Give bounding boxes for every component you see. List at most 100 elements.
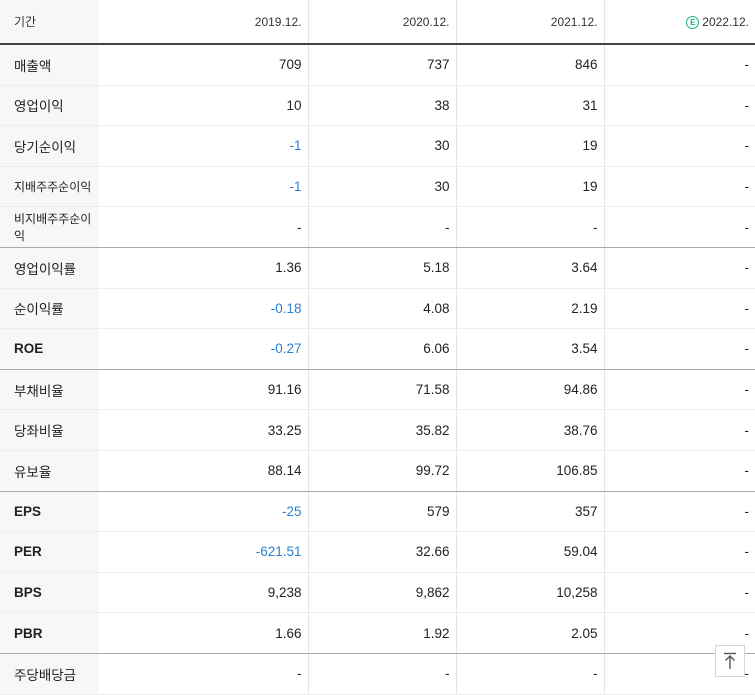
- row-value: -: [603, 450, 755, 492]
- row-value: -0.27: [99, 328, 308, 370]
- year-header-2021: 2021.12.: [455, 0, 604, 45]
- table-row: ROE -0.27 6.06 3.54-: [0, 328, 755, 370]
- estimate-badge-icon: E: [686, 15, 700, 29]
- table-row: 당좌비율 33.25 35.82 38.76-: [0, 409, 755, 451]
- year-header-2020: 2020.12.: [307, 0, 456, 45]
- row-label: 매출액: [0, 44, 99, 86]
- row-value: 106.85: [455, 450, 604, 492]
- row-value: 4.08: [307, 288, 456, 330]
- table-row: BPS 9,238 9,862 10,258-: [0, 572, 755, 614]
- row-value: -: [603, 85, 755, 127]
- row-value: 737: [307, 44, 456, 86]
- table-row: 순이익률 -0.18 4.08 2.19-: [0, 288, 755, 330]
- row-value: 9,862: [307, 572, 456, 614]
- row-value: 6.06: [307, 328, 456, 370]
- row-value: 19: [455, 125, 604, 167]
- table-row: 지배주주순이익 -1 30 19-: [0, 166, 755, 208]
- row-value: -: [603, 409, 755, 451]
- row-value: 579: [307, 491, 456, 533]
- row-label: 당좌비율: [0, 409, 99, 451]
- row-value: -: [603, 125, 755, 167]
- row-value: 846: [455, 44, 604, 86]
- row-label: 주당배당금: [0, 653, 99, 695]
- row-label: EPS: [0, 491, 99, 533]
- year-header-2019: 2019.12.: [99, 0, 308, 45]
- row-value: 94.86: [455, 369, 604, 411]
- row-label: 영업이익률: [0, 247, 99, 289]
- row-value: 31: [455, 85, 604, 127]
- table-row: 비지배주주순이익 - - - -: [0, 206, 755, 248]
- row-value: -: [603, 166, 755, 208]
- row-value: -: [455, 206, 604, 248]
- row-value: -: [603, 44, 755, 86]
- table-row: EPS -25 579 357-: [0, 491, 755, 533]
- row-value: 71.58: [307, 369, 456, 411]
- row-value: -: [603, 531, 755, 573]
- table-row: 매출액 709 737 846-: [0, 44, 755, 86]
- row-value: -1: [99, 166, 308, 208]
- scroll-to-top-button[interactable]: [715, 645, 745, 677]
- row-label: PBR: [0, 612, 99, 654]
- row-label: 비지배주주순이익: [0, 206, 99, 248]
- row-value: 32.66: [307, 531, 456, 573]
- period-header: 기간: [0, 0, 99, 45]
- row-value: -: [603, 369, 755, 411]
- row-value: -: [603, 288, 755, 330]
- row-label: ROE: [0, 328, 99, 370]
- row-value: -: [603, 328, 755, 370]
- row-value: -: [603, 206, 755, 248]
- row-value: -621.51: [99, 531, 308, 573]
- row-label: BPS: [0, 572, 99, 614]
- row-label: 영업이익: [0, 85, 99, 127]
- row-label: 유보율: [0, 450, 99, 492]
- arrow-up-icon: [724, 652, 736, 669]
- row-value: -: [99, 206, 308, 248]
- row-value: 709: [99, 44, 308, 86]
- row-value: -: [307, 206, 456, 248]
- row-value: 33.25: [99, 409, 308, 451]
- table-row: 부채비율 91.16 71.58 94.86-: [0, 369, 755, 411]
- row-value: 3.64: [455, 247, 604, 289]
- row-value: 2.19: [455, 288, 604, 330]
- row-value: 1.66: [99, 612, 308, 654]
- row-value: 35.82: [307, 409, 456, 451]
- table-header-row: 기간 2019.12. 2020.12. 2021.12. E 2022.12.: [0, 0, 755, 45]
- table-row: 영업이익률 1.36 5.18 3.64-: [0, 247, 755, 289]
- row-value: -: [603, 572, 755, 614]
- row-value: 91.16: [99, 369, 308, 411]
- table-row: 유보율 88.14 99.72 106.85-: [0, 450, 755, 492]
- row-label: PER: [0, 531, 99, 573]
- row-value: 30: [307, 125, 456, 167]
- row-value: 357: [455, 491, 604, 533]
- row-value: 1.92: [307, 612, 456, 654]
- row-label: 지배주주순이익: [0, 166, 99, 208]
- row-value: -25: [99, 491, 308, 533]
- year-header-2022-label: 2022.12.: [702, 14, 749, 29]
- row-value: 38.76: [455, 409, 604, 451]
- row-label: 당기순이익: [0, 125, 99, 167]
- table-row: PBR 1.66 1.92 2.05-: [0, 612, 755, 654]
- row-value: -: [99, 653, 308, 695]
- table-row: 주당배당금 - - - -: [0, 653, 755, 695]
- row-value: -1: [99, 125, 308, 167]
- table-row: 영업이익 10 38 31-: [0, 85, 755, 127]
- table-row: PER -621.51 32.66 59.04-: [0, 531, 755, 573]
- row-value: 1.36: [99, 247, 308, 289]
- row-value: 30: [307, 166, 456, 208]
- row-value: -: [307, 653, 456, 695]
- row-value: -0.18: [99, 288, 308, 330]
- row-value: 2.05: [455, 612, 604, 654]
- table-row: 당기순이익 -1 30 19-: [0, 125, 755, 167]
- row-value: 19: [455, 166, 604, 208]
- row-value: -: [455, 653, 604, 695]
- row-value: 10,258: [455, 572, 604, 614]
- row-value: -: [603, 491, 755, 533]
- row-value: 10: [99, 85, 308, 127]
- row-value: 3.54: [455, 328, 604, 370]
- year-header-2022: E 2022.12.: [603, 0, 755, 45]
- row-value: -: [603, 247, 755, 289]
- row-value: 88.14: [99, 450, 308, 492]
- row-label: 순이익률: [0, 288, 99, 330]
- row-value: 59.04: [455, 531, 604, 573]
